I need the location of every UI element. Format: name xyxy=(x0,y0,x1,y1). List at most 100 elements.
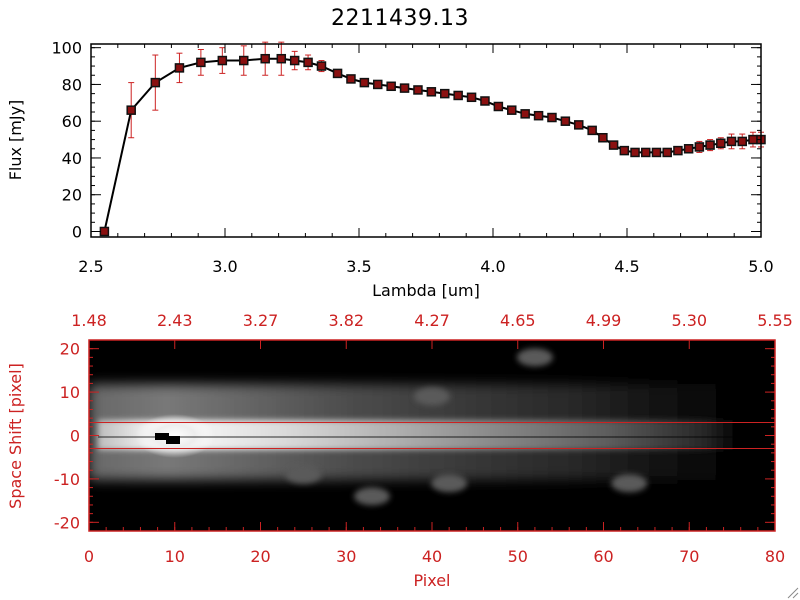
data-point xyxy=(413,85,423,95)
x-tick-label: 3.0 xyxy=(212,257,237,276)
data-point xyxy=(126,105,136,115)
data-point xyxy=(705,140,715,150)
data-point xyxy=(466,92,477,103)
data-point xyxy=(574,120,584,130)
pixel-tick-label: 0 xyxy=(84,547,94,566)
flux-line xyxy=(103,57,761,232)
data-point xyxy=(716,138,726,149)
wavelength-tick-label: 4.27 xyxy=(414,311,450,330)
wavelength-tick-label: 3.27 xyxy=(243,311,279,330)
data-point xyxy=(399,83,410,93)
pixel-axis-title: Pixel xyxy=(413,571,450,590)
data-point xyxy=(493,101,504,112)
data-point xyxy=(440,88,450,99)
image-feature xyxy=(285,465,322,484)
shift-tick-label: -10 xyxy=(54,470,80,489)
x-tick-label: 3.5 xyxy=(346,257,371,276)
y-axis-title: Flux [mJy] xyxy=(6,100,25,181)
data-point xyxy=(359,77,370,88)
wavelength-tick-label: 4.65 xyxy=(500,311,536,330)
data-point xyxy=(217,55,228,66)
pixel-tick-label: 70 xyxy=(679,547,699,566)
pixel-tick-label: 20 xyxy=(250,547,270,566)
x-tick-label: 4.0 xyxy=(480,257,505,276)
data-point xyxy=(587,125,597,136)
data-point xyxy=(683,144,694,154)
data-point xyxy=(332,68,343,79)
data-point xyxy=(748,134,758,145)
x-tick-label: 5.0 xyxy=(748,257,773,276)
data-point xyxy=(560,116,571,126)
pixel-tick-label: 50 xyxy=(508,547,528,566)
data-point xyxy=(346,74,356,84)
data-point xyxy=(533,110,544,121)
y-tick-label: 60 xyxy=(62,112,82,131)
pixel-tick-label: 60 xyxy=(593,547,613,566)
page-title: 2211439.13 xyxy=(331,6,469,31)
wavelength-tick-label: 1.48 xyxy=(71,311,107,330)
x-axis-title: Lambda [um] xyxy=(372,281,480,300)
data-point xyxy=(651,147,662,158)
data-point xyxy=(726,136,737,147)
image-feature xyxy=(431,474,468,493)
x-tick-label: 2.5 xyxy=(78,257,103,276)
pixel-tick-label: 10 xyxy=(165,547,185,566)
data-point xyxy=(373,79,383,90)
data-point xyxy=(630,147,640,158)
data-point xyxy=(150,77,161,88)
shift-tick-label: 20 xyxy=(60,340,80,359)
data-point xyxy=(507,105,517,115)
data-point xyxy=(196,57,206,68)
y-tick-label: 40 xyxy=(62,149,82,168)
pixel-tick-label: 30 xyxy=(336,547,356,566)
data-point xyxy=(316,61,327,71)
wavelength-tick-label: 5.30 xyxy=(671,311,707,330)
shift-tick-label: 0 xyxy=(70,427,80,446)
data-point xyxy=(619,145,630,156)
bad-pixel-mark xyxy=(166,436,180,444)
y-tick-label: 100 xyxy=(51,39,82,58)
data-point xyxy=(520,109,530,119)
data-point xyxy=(276,53,287,64)
image-feature xyxy=(611,474,648,493)
space-shift-axis-title: Space Shift [pixel] xyxy=(6,363,25,509)
data-point xyxy=(239,55,249,66)
data-point xyxy=(662,147,672,158)
data-point xyxy=(694,142,705,152)
data-point xyxy=(303,57,313,68)
shift-tick-label: -20 xyxy=(54,513,80,532)
pixel-tick-label: 40 xyxy=(422,547,442,566)
spectrum-frame xyxy=(90,43,762,238)
wavelength-tick-label: 3.82 xyxy=(328,311,364,330)
data-point xyxy=(99,226,110,237)
wavelength-tick-label: 2.43 xyxy=(157,311,193,330)
spectrum-panel: 2.5 3.0 3.5 4.0 4.5 5.0 0 20 40 60 80 100 Lambda [u… xyxy=(6,39,774,300)
wavelength-tick-label: 4.99 xyxy=(586,311,622,330)
data-point xyxy=(453,90,463,101)
data-point xyxy=(641,147,651,158)
data-point xyxy=(547,112,557,123)
spectral-image-panel: 0 1.48 10 2.43 20 3.27 30 3.82 40 4.27 50 4.65 60 4.9… xyxy=(6,311,793,590)
spectral-image xyxy=(89,340,775,531)
data-point xyxy=(480,96,490,106)
data-point xyxy=(289,55,300,66)
data-point xyxy=(386,81,396,92)
pixel-tick-label: 80 xyxy=(765,547,785,566)
data-point xyxy=(737,136,747,147)
y-tick-label: 20 xyxy=(62,186,82,205)
data-point xyxy=(426,87,437,97)
image-feature xyxy=(414,387,450,406)
wavelength-tick-label: 5.55 xyxy=(757,311,793,330)
data-point xyxy=(174,63,185,73)
resize-grip-icon[interactable] xyxy=(787,587,799,599)
data-point xyxy=(673,145,683,156)
shift-tick-label: 10 xyxy=(60,383,80,402)
image-feature xyxy=(516,348,553,367)
data-point xyxy=(260,53,270,64)
image-feature xyxy=(353,487,390,506)
data-point xyxy=(598,132,608,143)
y-tick-label: 80 xyxy=(62,75,82,94)
y-tick-label: 0 xyxy=(72,222,82,241)
x-tick-label: 4.5 xyxy=(614,257,639,276)
